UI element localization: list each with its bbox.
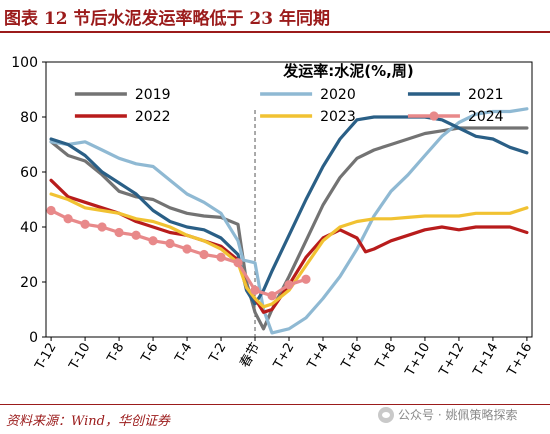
x-tick-label: T+12 [436, 341, 467, 380]
series-point-2024 [114, 227, 124, 238]
figure-title: 图表 12 节后水泥发运率略低于 23 年同期 [4, 9, 330, 29]
series-point-2024 [46, 205, 56, 216]
series-line-2022 [49, 178, 529, 314]
series-point-2024 [250, 285, 260, 295]
series-line-2020 [49, 107, 529, 335]
y-tick-label: 40 [20, 220, 38, 236]
chart-title: 发运率:水泥(%,周) [282, 62, 413, 80]
series-line-2024 [49, 208, 308, 298]
x-tick-label: T-4 [172, 341, 195, 366]
x-tick-label: T+6 [338, 341, 365, 373]
series-point-2024 [301, 274, 311, 284]
x-tick-label: T-2 [206, 341, 229, 366]
y-tick-label: 80 [20, 110, 38, 126]
y-tick-label: 0 [29, 330, 38, 346]
y-tick-label: 20 [20, 275, 38, 291]
footer-rule [0, 404, 550, 405]
x-tick-label: T+14 [470, 341, 501, 380]
series-point-2024 [233, 258, 243, 268]
watermark: 公众号 · 姚佩策略探索 [378, 406, 517, 423]
series-line-2021 [49, 115, 529, 306]
x-tick-label: T+2 [270, 341, 297, 373]
series-point-2024 [165, 238, 175, 249]
series-point-2024 [284, 280, 294, 290]
x-tick-label: 春节 [237, 341, 263, 371]
plot-frame [45, 61, 533, 338]
x-tick-label: T+16 [504, 341, 535, 380]
series-point-2024 [63, 214, 73, 224]
legend-label-2022: 2022 [135, 109, 171, 125]
series-point-2024 [216, 252, 226, 262]
y-tick-label: 60 [20, 165, 38, 181]
legend-label-2023: 2023 [320, 109, 356, 125]
figure-header: 图表 12 节后水泥发运率略低于 23 年同期 [0, 0, 550, 33]
legend-label-2020: 2020 [320, 87, 356, 103]
x-tick-label: T+8 [372, 341, 399, 373]
wechat-icon [378, 406, 394, 423]
series-line-2023 [49, 192, 529, 309]
series-point-2024 [80, 219, 90, 229]
series-point-2024 [199, 249, 209, 260]
legend-label-2019: 2019 [135, 87, 171, 103]
series-point-2024 [97, 222, 107, 232]
series-point-2024 [182, 244, 192, 254]
x-tick-label: T-6 [138, 341, 161, 366]
legend-label-2024: 2024 [468, 109, 504, 125]
x-tick-label: T-8 [104, 341, 127, 366]
header-rule [0, 31, 550, 33]
legend-marker-2024 [429, 111, 439, 121]
x-tick-label: T-10 [66, 341, 93, 374]
series-point-2024 [131, 230, 141, 240]
legend-label-2021: 2021 [468, 87, 504, 103]
series-point-2024 [267, 291, 277, 301]
x-tick-label: T+10 [402, 341, 433, 380]
source-note: 资料来源：Wind，华创证券 [6, 414, 170, 429]
series-point-2024 [148, 236, 158, 246]
y-tick-label: 100 [11, 55, 38, 71]
x-tick-label: T+4 [304, 341, 331, 373]
watermark-text: 公众号 · 姚佩策略探索 [398, 408, 518, 422]
